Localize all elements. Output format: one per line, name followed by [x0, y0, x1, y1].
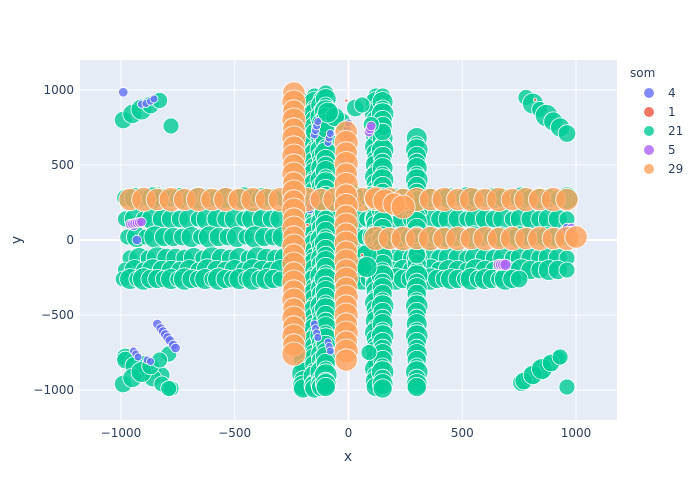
legend-entry-21[interactable]: 21 [644, 124, 683, 138]
point-som-29[interactable] [555, 187, 579, 212]
y-tick-label: −1000 [33, 383, 74, 397]
axis-ticks: −1000 −500 0 500 1000 −1000 −500 0 500 1000 [33, 83, 591, 440]
point-som-21[interactable] [315, 376, 336, 397]
x-axis-title: x [344, 449, 352, 465]
y-tick-label: 0 [66, 233, 74, 247]
legend-marker-4 [644, 88, 654, 98]
series-4 [118, 87, 573, 366]
point-som-21[interactable] [509, 269, 529, 289]
x-tick-label: −1000 [101, 426, 142, 440]
legend-entry-29[interactable]: 29 [644, 162, 683, 176]
point-som-21[interactable] [162, 117, 180, 135]
point-som-21[interactable] [355, 256, 378, 278]
point-som-4[interactable] [118, 87, 129, 98]
legend-marker-1 [644, 107, 654, 117]
legend-marker-29 [644, 164, 654, 174]
point-som-29[interactable] [390, 194, 416, 220]
point-som-21[interactable] [353, 96, 371, 114]
point-som-1[interactable] [360, 252, 365, 257]
legend-label-29: 29 [668, 162, 683, 176]
legend-entry-4[interactable]: 4 [644, 86, 676, 100]
point-som-1[interactable] [305, 222, 310, 227]
x-tick-label: 0 [345, 426, 353, 440]
series-29 [118, 81, 588, 372]
legend-label-5: 5 [668, 143, 676, 157]
point-som-21[interactable] [551, 348, 569, 366]
point-som-4[interactable] [133, 352, 143, 362]
point-som-21[interactable] [160, 380, 178, 397]
y-tick-label: 1000 [43, 83, 74, 97]
point-som-21[interactable] [372, 378, 393, 399]
y-tick-label: −500 [41, 308, 74, 322]
x-tick-label: 1000 [561, 426, 592, 440]
point-som-21[interactable] [558, 261, 576, 279]
point-som-4[interactable] [313, 117, 323, 126]
point-som-4[interactable] [170, 342, 181, 354]
point-som-29[interactable] [281, 341, 307, 367]
point-som-5[interactable] [136, 216, 147, 228]
point-som-29[interactable] [564, 225, 588, 249]
legend: som 4 1 21 5 29 [630, 66, 683, 176]
data-points [114, 81, 588, 399]
legend-marker-5 [644, 145, 654, 155]
legend-label-1: 1 [668, 105, 676, 119]
point-som-4[interactable] [149, 94, 159, 104]
point-som-4[interactable] [325, 129, 335, 138]
legend-title: som [630, 66, 655, 80]
y-axis-title: y [9, 236, 25, 244]
point-som-21[interactable] [360, 344, 378, 361]
point-som-1[interactable] [344, 98, 349, 103]
point-som-1[interactable] [533, 97, 538, 102]
legend-entry-5[interactable]: 5 [644, 143, 676, 157]
point-som-4[interactable] [313, 333, 323, 342]
point-som-29[interactable] [334, 348, 358, 372]
point-som-21[interactable] [557, 124, 577, 143]
y-tick-label: 500 [51, 158, 74, 172]
point-som-21[interactable] [317, 101, 339, 124]
legend-entry-1[interactable]: 1 [644, 105, 676, 119]
point-som-4[interactable] [131, 234, 143, 246]
point-som-21[interactable] [558, 378, 576, 396]
series-1 [305, 97, 538, 257]
point-som-21[interactable] [406, 376, 427, 397]
x-tick-label: −500 [218, 426, 251, 440]
legend-marker-21 [644, 126, 654, 136]
point-som-5[interactable] [499, 258, 512, 271]
point-som-5[interactable] [366, 120, 377, 132]
point-som-4[interactable] [146, 357, 155, 366]
x-tick-label: 500 [451, 426, 474, 440]
legend-label-4: 4 [668, 86, 676, 100]
legend-label-21: 21 [668, 124, 683, 138]
point-som-4[interactable] [325, 346, 335, 356]
